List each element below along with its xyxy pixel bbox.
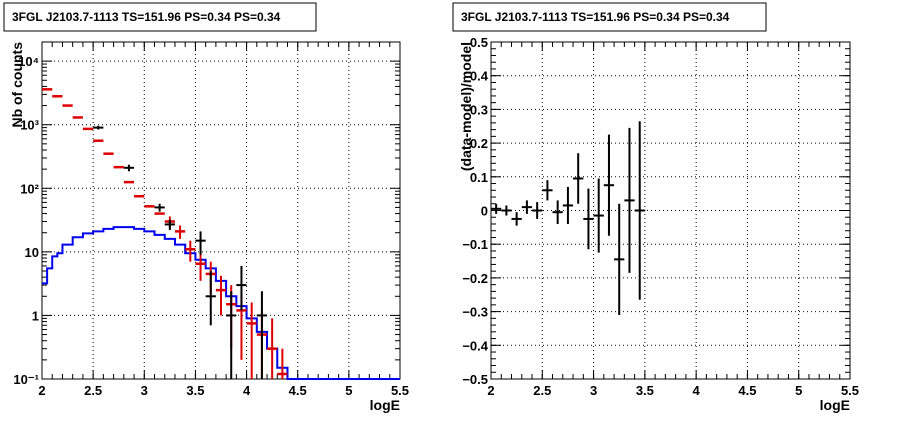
residual-series — [491, 121, 645, 315]
data-series — [93, 125, 268, 379]
panel-left: 3FGL J2103.7-1113 TS=151.96 PS=0.34 PS=0… — [3, 2, 409, 413]
grid-right — [491, 42, 850, 379]
x-tick-label: 4.5 — [738, 383, 756, 398]
x-tick-label: 2.5 — [533, 383, 551, 398]
tick-labels-right: 2 2.5 3 3.5 4 4.5 5 5.5 −0.5 −0.4 −0.3 −0.2 −0.1 0 0.1… — [462, 35, 859, 398]
x-tick-label: 5.5 — [841, 383, 859, 398]
y-axis-title-left: Nb of counts — [9, 42, 25, 128]
y-tick-label: 10⁻¹ — [13, 372, 39, 387]
grid-left — [42, 42, 400, 379]
y-tick-label: 10⁴ — [18, 54, 39, 69]
y-tick-label: 0.1 — [470, 170, 488, 185]
y-tick-label: 0.5 — [470, 35, 488, 50]
y-tick-label: 1 — [32, 308, 39, 323]
ticks-right — [490, 41, 851, 380]
plot-frame-left — [41, 41, 401, 380]
x-axis-title-right: logE — [820, 397, 850, 413]
x-tick-label: 4 — [693, 383, 701, 398]
y-tick-label: 0.2 — [470, 136, 488, 151]
x-tick-label: 3.5 — [636, 383, 654, 398]
tick-labels-left: 2 2.5 3 3.5 4 4.5 5 5.5 10⁻¹ 1 10 10² 10³ 10⁴ — [13, 54, 409, 398]
y-tick-label: 10 — [25, 245, 39, 260]
y-tick-label: 0.3 — [470, 102, 488, 117]
x-tick-label: 4.5 — [289, 383, 307, 398]
x-tick-label: 5.5 — [391, 383, 409, 398]
plot-frame-right — [490, 41, 851, 380]
panel-right: 3FGL J2103.7-1113 TS=151.96 PS=0.34 PS=0… — [452, 2, 859, 413]
y-tick-label: 0 — [481, 204, 488, 219]
x-tick-label: 2.5 — [84, 383, 102, 398]
x-tick-label: 2 — [38, 383, 45, 398]
y-tick-label: −0.2 — [462, 271, 488, 286]
x-tick-label: 4 — [243, 383, 251, 398]
y-tick-label: 0.4 — [470, 69, 489, 84]
y-tick-label: −0.5 — [462, 372, 488, 387]
title-right: 3FGL J2103.7-1113 TS=151.96 PS=0.34 PS=0… — [461, 10, 730, 24]
y-tick-label: −0.1 — [462, 237, 488, 252]
y-tick-label: −0.4 — [462, 338, 488, 353]
title-left: 3FGL J2103.7-1113 TS=151.96 PS=0.34 PS=0… — [12, 10, 281, 24]
y-axis-title-right: (data-model)/model — [458, 42, 474, 171]
y-tick-label: 10² — [20, 181, 39, 196]
x-tick-label: 5 — [795, 383, 802, 398]
title-box-left — [3, 2, 317, 32]
x-tick-label: 3 — [590, 383, 597, 398]
y-tick-label: 10³ — [20, 118, 39, 133]
x-tick-label: 3.5 — [186, 383, 204, 398]
y-tick-label: −0.3 — [462, 305, 488, 320]
x-axis-title-left: logE — [370, 397, 400, 413]
title-box-right — [452, 2, 767, 32]
x-tick-label: 2 — [487, 383, 494, 398]
x-tick-label: 5 — [345, 383, 352, 398]
x-tick-label: 3 — [141, 383, 148, 398]
